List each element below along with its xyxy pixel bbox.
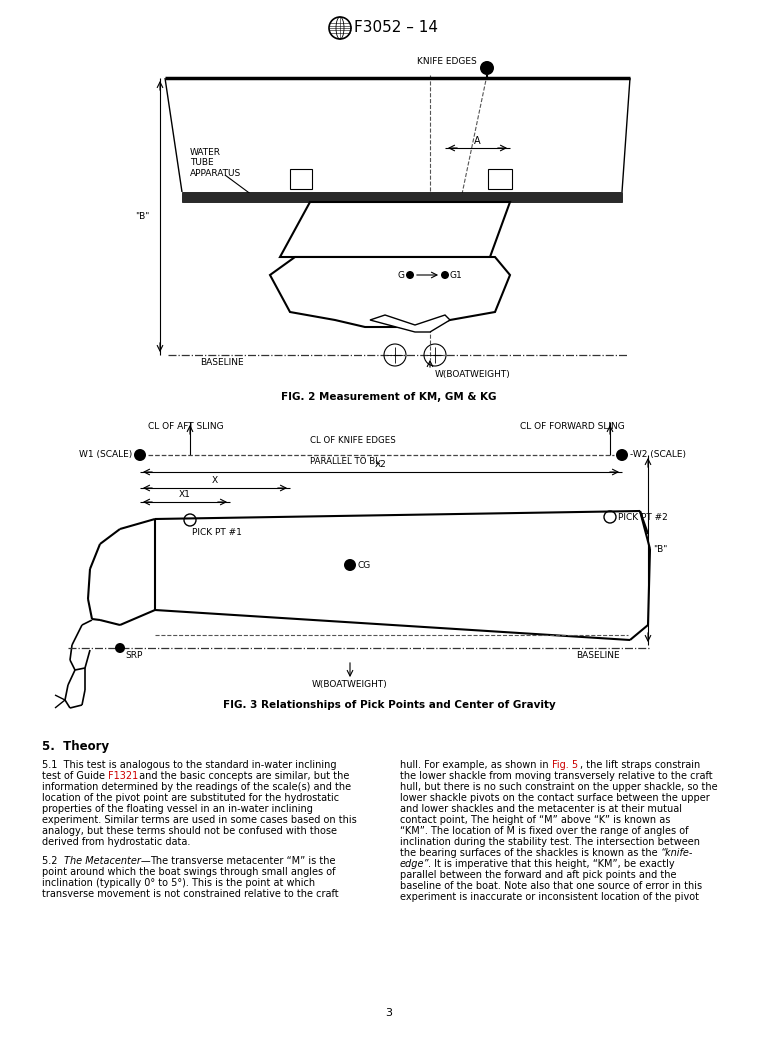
Text: A: A	[474, 136, 481, 146]
Text: F1321: F1321	[108, 771, 138, 781]
Polygon shape	[270, 257, 510, 327]
Text: "B": "B"	[653, 545, 668, 555]
Text: location of the pivot point are substituted for the hydrostatic: location of the pivot point are substitu…	[42, 793, 339, 803]
Text: CL OF AFT SLING: CL OF AFT SLING	[148, 422, 223, 431]
Circle shape	[406, 271, 414, 279]
Text: test of Guide: test of Guide	[42, 771, 108, 781]
Text: 3: 3	[386, 1008, 392, 1018]
Text: , the lift straps constrain: , the lift straps constrain	[580, 760, 700, 770]
Text: FIG. 2 Measurement of KM, GM & KG: FIG. 2 Measurement of KM, GM & KG	[282, 392, 496, 402]
Bar	[182, 192, 622, 202]
Text: 5.  Theory: 5. Theory	[42, 740, 109, 753]
Text: “KM”. The location of M is fixed over the range of angles of: “KM”. The location of M is fixed over th…	[400, 826, 689, 836]
Text: baseline of the boat. Note also that one source of error in this: baseline of the boat. Note also that one…	[400, 881, 702, 891]
Text: edge”: edge”	[400, 859, 429, 869]
Text: X1: X1	[179, 490, 191, 499]
Text: the bearing surfaces of the shackles is known as the: the bearing surfaces of the shackles is …	[400, 848, 661, 858]
Text: contact point, The height of “M” above “K” is known as: contact point, The height of “M” above “…	[400, 815, 671, 826]
Text: CG: CG	[358, 560, 371, 569]
Text: and lower shackles and the metacenter is at their mutual: and lower shackles and the metacenter is…	[400, 804, 682, 814]
Text: X: X	[212, 476, 218, 485]
Text: hull, but there is no such constraint on the upper shackle, so the: hull, but there is no such constraint on…	[400, 782, 717, 792]
Text: 5.2: 5.2	[42, 856, 64, 866]
Text: experiment is inaccurate or inconsistent location of the pivot: experiment is inaccurate or inconsistent…	[400, 892, 699, 902]
Circle shape	[134, 449, 146, 461]
Text: properties of the floating vessel in an in-water inclining: properties of the floating vessel in an …	[42, 804, 313, 814]
Text: lower shackle pivots on the contact surface between the upper: lower shackle pivots on the contact surf…	[400, 793, 710, 803]
Text: -W2 (SCALE): -W2 (SCALE)	[630, 451, 686, 459]
Text: KNIFE EDGES: KNIFE EDGES	[417, 57, 477, 66]
Text: CL OF FORWARD SLING: CL OF FORWARD SLING	[520, 422, 625, 431]
Text: Fig. 5: Fig. 5	[552, 760, 578, 770]
Text: “knife-: “knife-	[661, 848, 693, 858]
Text: BASELINE: BASELINE	[576, 651, 620, 660]
Text: W1 (SCALE): W1 (SCALE)	[79, 451, 132, 459]
Text: analogy, but these terms should not be confused with those: analogy, but these terms should not be c…	[42, 826, 337, 836]
Text: WATER
TUBE
APPARATUS: WATER TUBE APPARATUS	[190, 148, 241, 178]
Text: 5.1  This test is analogous to the standard in-water inclining: 5.1 This test is analogous to the standa…	[42, 760, 337, 770]
Text: The transverse metacenter “M” is the: The transverse metacenter “M” is the	[150, 856, 336, 866]
Circle shape	[115, 643, 125, 653]
Text: point around which the boat swings through small angles of: point around which the boat swings throu…	[42, 867, 335, 877]
Text: "B": "B"	[135, 212, 150, 221]
Text: W(BOATWEIGHT): W(BOATWEIGHT)	[312, 680, 388, 689]
Bar	[290, 169, 312, 189]
Text: and the basic concepts are similar, but the: and the basic concepts are similar, but …	[136, 771, 349, 781]
Text: PARALLEL TO BL: PARALLEL TO BL	[310, 457, 380, 466]
Text: derived from hydrostatic data.: derived from hydrostatic data.	[42, 837, 191, 847]
Text: hull. For example, as shown in: hull. For example, as shown in	[400, 760, 552, 770]
Text: SRP: SRP	[125, 651, 142, 660]
Circle shape	[441, 271, 449, 279]
Text: inclination during the stability test. The intersection between: inclination during the stability test. T…	[400, 837, 700, 847]
Circle shape	[344, 559, 356, 572]
Text: G1: G1	[450, 271, 463, 279]
Text: The Metacenter—: The Metacenter—	[64, 856, 150, 866]
Text: PICK PT #2: PICK PT #2	[618, 512, 668, 522]
Text: information determined by the readings of the scale(s) and the: information determined by the readings o…	[42, 782, 351, 792]
Circle shape	[480, 61, 494, 75]
Polygon shape	[280, 202, 510, 257]
Text: CL OF KNIFE EDGES: CL OF KNIFE EDGES	[310, 436, 396, 445]
Circle shape	[616, 449, 628, 461]
Text: PICK PT #1: PICK PT #1	[192, 528, 242, 537]
Text: G: G	[398, 271, 405, 279]
Text: F3052 – 14: F3052 – 14	[354, 21, 438, 35]
Text: experiment. Similar terms are used in some cases based on this: experiment. Similar terms are used in so…	[42, 815, 357, 826]
Text: BASELINE: BASELINE	[200, 358, 244, 367]
Text: X2: X2	[375, 460, 387, 469]
Bar	[488, 169, 512, 189]
Text: the lower shackle from moving transversely relative to the craft: the lower shackle from moving transverse…	[400, 771, 713, 781]
Text: parallel between the forward and aft pick points and the: parallel between the forward and aft pic…	[400, 870, 677, 880]
Text: transverse movement is not constrained relative to the craft: transverse movement is not constrained r…	[42, 889, 338, 899]
Text: W: W	[496, 175, 504, 183]
Text: FIG. 3 Relationships of Pick Points and Center of Gravity: FIG. 3 Relationships of Pick Points and …	[223, 700, 555, 710]
Text: W(BOATWEIGHT): W(BOATWEIGHT)	[435, 370, 510, 379]
Text: . It is imperative that this height, “KM”, be exactly: . It is imperative that this height, “KM…	[428, 859, 675, 869]
Text: inclination (typically 0° to 5°). This is the point at which: inclination (typically 0° to 5°). This i…	[42, 878, 315, 888]
Polygon shape	[370, 315, 450, 332]
